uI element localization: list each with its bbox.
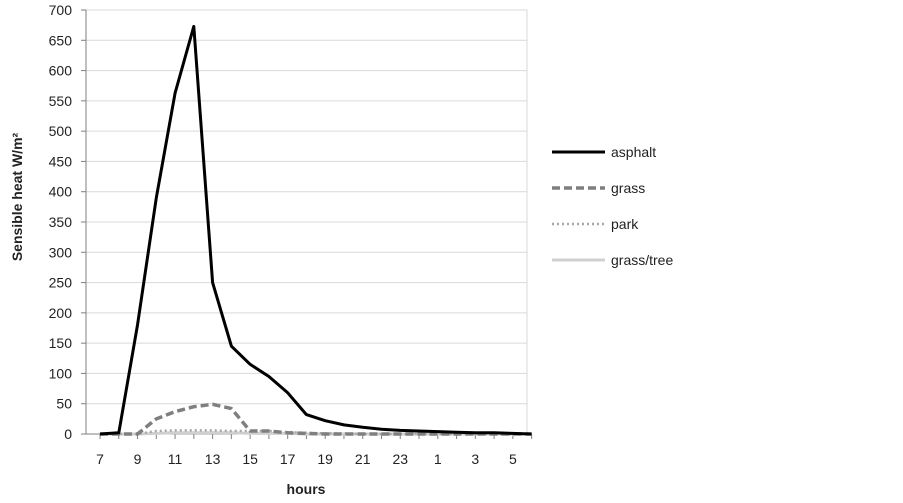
y-tick-label-150: 150 [49, 335, 73, 351]
y-tick-label-600: 600 [49, 63, 73, 79]
legend-label-grass-tree: grass/tree [611, 252, 673, 268]
legend-label-park: park [611, 216, 639, 232]
y-tick-label-450: 450 [49, 153, 73, 169]
legend-label-asphalt: asphalt [611, 144, 656, 160]
y-axis-title: Sensible heat W/m² [9, 132, 25, 261]
x-tick-label-15: 15 [242, 451, 258, 467]
legend-label-grass: grass [611, 180, 645, 196]
y-tick-label-100: 100 [49, 365, 73, 381]
x-tick-label-13: 13 [205, 451, 221, 467]
series-lines [99, 24, 532, 436]
x-tick-label-21: 21 [355, 451, 371, 467]
x-tick-label-9: 9 [134, 451, 142, 467]
x-tick-label-11: 11 [168, 451, 183, 467]
y-tick-label-700: 700 [49, 2, 73, 18]
x-tick-label-7: 7 [96, 451, 104, 467]
y-tick-label-500: 500 [49, 123, 73, 139]
x-tick-label-5: 5 [509, 451, 517, 467]
y-tick-label-350: 350 [49, 214, 73, 230]
axes: 0 50 100 150 200 250 300 350 400 450 500 550 600 650 7… [49, 2, 533, 467]
x-tick-label-1: 1 [434, 451, 442, 467]
gridlines [86, 9, 528, 434]
y-tick-label-300: 300 [49, 244, 73, 260]
legend: asphalt grass park grass/tree [552, 144, 673, 268]
y-tick-label-550: 550 [49, 93, 73, 109]
y-tick-label-400: 400 [49, 184, 73, 200]
x-axis-title: hours [287, 481, 326, 497]
x-tick-label-17: 17 [280, 451, 296, 467]
series-line-asphalt [99, 24, 532, 436]
x-tick-label-19: 19 [317, 451, 333, 467]
y-tick-label-50: 50 [56, 396, 72, 412]
y-tick-label-250: 250 [49, 275, 73, 291]
x-tick-label-3: 3 [471, 451, 479, 467]
x-tick-label-23: 23 [392, 451, 408, 467]
y-tick-label-200: 200 [49, 305, 73, 321]
series-line-grass [100, 402, 532, 436]
y-tick-label-650: 650 [49, 32, 73, 48]
y-tick-label-0: 0 [64, 426, 72, 442]
